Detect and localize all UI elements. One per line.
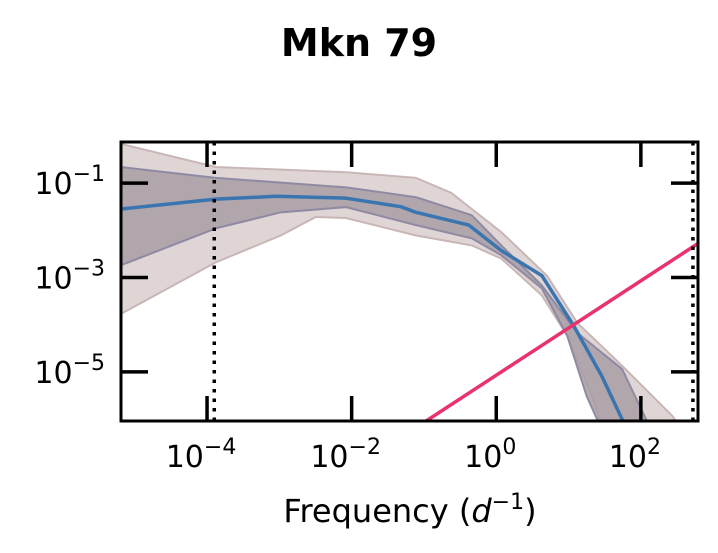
x-tick-label: 100 bbox=[464, 435, 516, 475]
x-tick-label: 10−4 bbox=[166, 435, 237, 475]
x-tick-label: 102 bbox=[609, 435, 661, 475]
plot-frame bbox=[119, 140, 700, 423]
chart-title: Mkn 79 bbox=[281, 21, 437, 65]
y-tick-label: 10−3 bbox=[34, 256, 105, 296]
x-axis-label: Frequency (d−1) bbox=[283, 490, 536, 530]
y-tick-label: 10−1 bbox=[34, 162, 105, 202]
band-inner-interval bbox=[121, 166, 648, 421]
bands-layer bbox=[121, 142, 677, 421]
series-model-line bbox=[425, 242, 698, 421]
y-tick-label: 10−5 bbox=[34, 351, 105, 391]
lines-layer bbox=[121, 194, 698, 421]
ticks-layer: 10−4 10−2 100 102 10−1 10−3 10−5 bbox=[34, 142, 698, 475]
series-median-PSD bbox=[121, 194, 625, 421]
x-tick-label: 10−2 bbox=[310, 435, 381, 475]
